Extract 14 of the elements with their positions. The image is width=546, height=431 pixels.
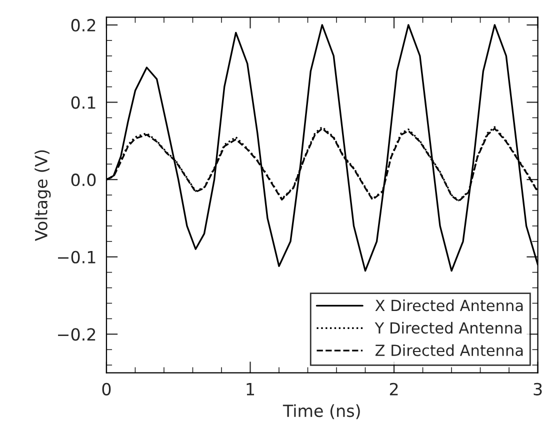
y-tick-label: −0.1 xyxy=(58,250,96,264)
legend-label: X Directed Antenna xyxy=(375,299,523,312)
legend-label: Z Directed Antenna xyxy=(375,344,523,356)
y-tick-label: 0.1 xyxy=(71,96,96,109)
y-tick-label: 0.2 xyxy=(71,18,96,32)
y-axis-title: Voltage (V) xyxy=(34,150,51,242)
x-axis-title: Time (ns) xyxy=(282,404,360,420)
x-tick-label: 0 xyxy=(102,382,111,396)
x-tick-label: 3 xyxy=(534,382,542,396)
x-tick-label: 2 xyxy=(390,382,398,396)
legend-label: Y Directed Antenna xyxy=(374,322,522,334)
y-tick-label: −0.2 xyxy=(58,328,96,341)
x-tick-label: 1 xyxy=(246,383,254,396)
y-tick-label: 0.0 xyxy=(71,174,96,186)
